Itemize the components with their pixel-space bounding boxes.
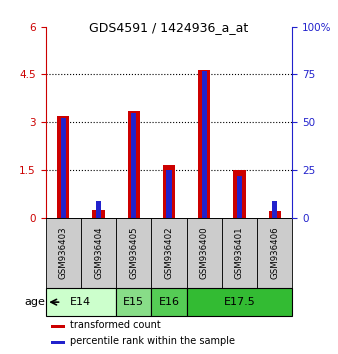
Bar [46,288,116,316]
Text: GSM936406: GSM936406 [270,227,279,279]
Bar [198,70,211,218]
Text: GSM936405: GSM936405 [129,227,138,279]
Text: transformed count: transformed count [70,320,161,330]
Bar [131,113,137,218]
Text: E16: E16 [159,297,179,307]
Bar [127,111,140,218]
Text: GDS4591 / 1424936_a_at: GDS4591 / 1424936_a_at [89,21,249,34]
Bar [57,116,69,218]
Bar [187,218,222,288]
Bar [201,70,207,218]
Text: GSM936400: GSM936400 [200,227,209,279]
Text: GSM936402: GSM936402 [165,227,173,279]
Bar [51,341,65,344]
Bar [257,218,292,288]
Bar [222,218,257,288]
Bar [116,288,151,316]
Text: percentile rank within the sample: percentile rank within the sample [70,336,235,346]
Text: GSM936403: GSM936403 [59,227,68,279]
Bar [237,176,242,218]
Bar [46,218,81,288]
Bar [163,165,175,218]
Text: age: age [25,297,46,307]
Text: E14: E14 [70,297,92,307]
Bar [81,218,116,288]
Bar [166,170,172,218]
Text: E17.5: E17.5 [224,297,256,307]
Bar [269,211,281,218]
Bar [187,288,292,316]
Bar [272,201,277,218]
Bar [92,210,105,218]
Bar [51,325,65,329]
Bar [61,118,66,218]
Bar [96,201,101,218]
Text: GSM936404: GSM936404 [94,227,103,279]
Text: E15: E15 [123,297,144,307]
Bar [233,170,246,218]
Bar [116,218,151,288]
Bar [151,288,187,316]
Text: GSM936401: GSM936401 [235,227,244,279]
Bar [151,218,187,288]
